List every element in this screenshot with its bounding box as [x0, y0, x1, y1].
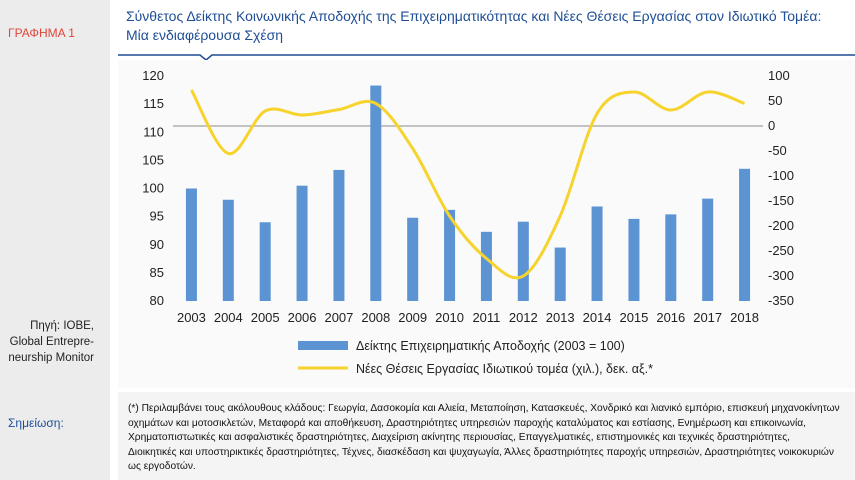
- bar: [259, 222, 271, 301]
- bar: [554, 247, 566, 301]
- right-axis-tick: 50: [768, 93, 782, 108]
- right-axis-tick: -150: [768, 193, 794, 208]
- legend-label-bar: Δείκτης Επιχειρηματικής Αποδοχής (2003 =…: [356, 339, 625, 353]
- chart-title: Σύνθετος Δείκτης Κοινωνικής Αποδοχής της…: [126, 8, 822, 43]
- right-axis-tick: 100: [768, 68, 790, 83]
- right-axis-tick: -100: [768, 168, 794, 183]
- bar: [591, 206, 603, 301]
- bar: [370, 85, 382, 301]
- left-axis-tick: 85: [150, 265, 164, 280]
- legend-label-line: Νέες Θέσεις Εργασίας Ιδιωτικού τομέα (χι…: [356, 362, 653, 376]
- x-axis-tick: 2004: [214, 310, 243, 325]
- bar: [296, 185, 308, 301]
- title-box: Σύνθετος Δείκτης Κοινωνικής Αποδοχής της…: [118, 0, 855, 60]
- bar: [702, 198, 714, 301]
- left-column: ΓΡΑΦΗΜΑ 1 Πηγή: ΙΟΒΕ, Global Entrepre- n…: [0, 0, 110, 480]
- x-axis-tick: 2013: [546, 310, 575, 325]
- legend-swatch-bar: [298, 341, 348, 350]
- left-axis-tick: 110: [143, 124, 164, 139]
- bar: [739, 168, 751, 301]
- bar: [407, 217, 419, 301]
- bar: [333, 169, 345, 301]
- note-text: (*) Περιλαμβάνει τους ακόλουθους κλάδους…: [128, 403, 840, 472]
- source-line: neurship Monitor: [8, 352, 94, 364]
- x-axis-tick: 2011: [472, 310, 500, 325]
- note-box: (*) Περιλαμβάνει τους ακόλουθους κλάδους…: [118, 392, 855, 480]
- right-axis-tick: -50: [768, 143, 787, 158]
- source-text: Πηγή: ΙΟΒΕ, Global Entrepre- neurship Mo…: [0, 318, 94, 366]
- x-axis-tick: 2008: [361, 310, 390, 325]
- x-axis-tick: 2003: [177, 310, 206, 325]
- x-axis-tick: 2017: [693, 310, 722, 325]
- source-line: Πηγή: ΙΟΒΕ,: [30, 320, 94, 332]
- bar: [480, 231, 492, 301]
- x-axis-tick: 2018: [730, 310, 759, 325]
- left-axis-tick: 80: [150, 293, 164, 308]
- source-line: Global Entrepre-: [9, 336, 94, 348]
- bar: [517, 221, 529, 301]
- bar: [185, 188, 197, 301]
- figure-label: ΓΡΑΦΗΜΑ 1: [8, 26, 75, 40]
- right-axis-tick: 0: [768, 118, 775, 133]
- bar: [665, 214, 677, 301]
- left-axis-tick: 105: [142, 152, 164, 167]
- right-axis-tick: -300: [768, 268, 794, 283]
- bar: [222, 199, 234, 301]
- x-axis-tick: 2015: [619, 310, 648, 325]
- combo-chart: 80 85 90 95 100 105 110 115 120 -350 -300 -250 -200 -…: [142, 68, 794, 376]
- left-axis-tick: 100: [142, 181, 164, 196]
- left-axis-tick: 95: [150, 209, 164, 224]
- x-axis-tick: 2007: [324, 310, 353, 325]
- x-axis-tick: 2006: [288, 310, 317, 325]
- x-axis-tick: 2010: [435, 310, 464, 325]
- left-axis-tick: 120: [142, 68, 164, 83]
- bar: [628, 218, 640, 301]
- note-label: Σημείωση:: [8, 416, 64, 430]
- x-axis-tick: 2016: [656, 310, 685, 325]
- title-rule: [118, 54, 855, 60]
- x-axis-tick: 2009: [398, 310, 427, 325]
- left-axis-tick: 115: [143, 96, 164, 111]
- right-axis-tick: -200: [768, 218, 794, 233]
- x-axis-tick: 2005: [251, 310, 280, 325]
- right-axis-tick: -250: [768, 243, 794, 258]
- chart-area: 80 85 90 95 100 105 110 115 120 -350 -300 -250 -200 -…: [118, 60, 855, 388]
- line-series: [190, 89, 746, 280]
- left-axis-tick: 90: [150, 237, 164, 252]
- x-axis-tick: 2012: [509, 310, 538, 325]
- bar: [444, 209, 456, 301]
- right-axis-tick: -350: [768, 293, 794, 308]
- x-axis-tick: 2014: [583, 310, 612, 325]
